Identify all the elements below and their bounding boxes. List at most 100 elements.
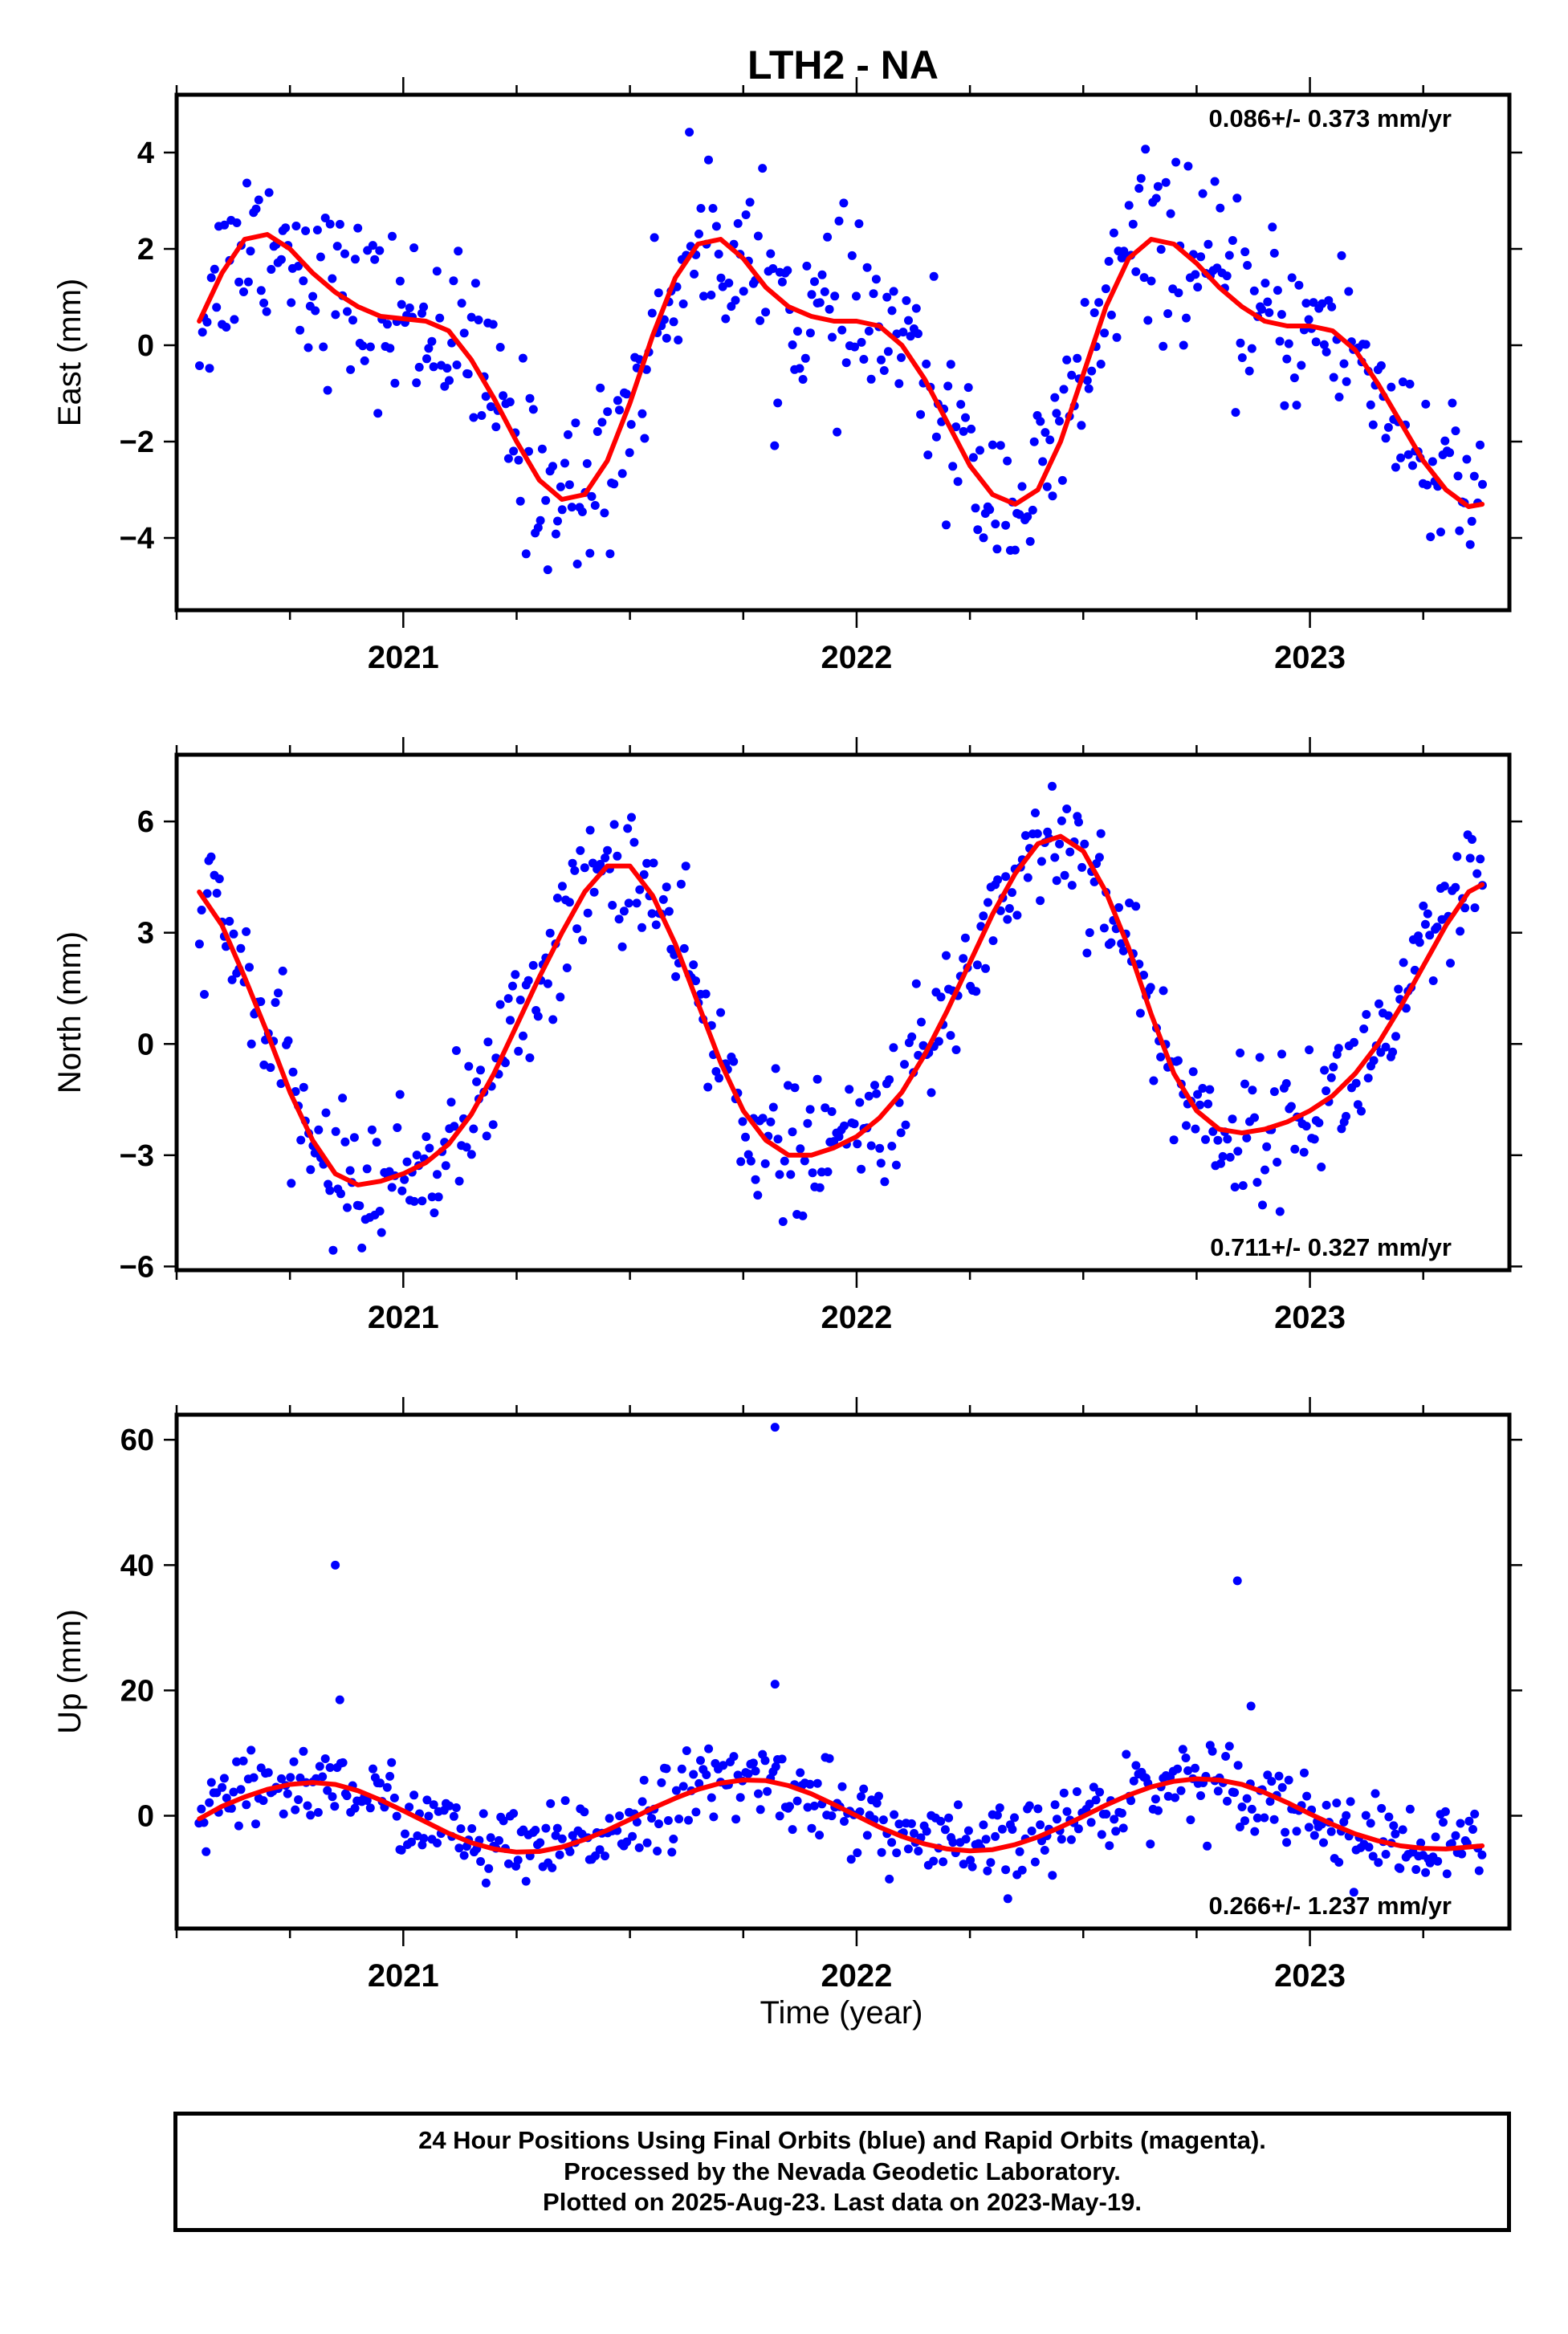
north-data-point [1074, 817, 1083, 827]
north-data-point [1242, 1133, 1252, 1143]
east-data-point [1282, 354, 1292, 364]
east-data-point [429, 362, 438, 372]
north-rate-annotation: 0.711+/- 0.327 mm/yr [1210, 1233, 1452, 1261]
up-data-point [1027, 1827, 1037, 1835]
east-data-point [557, 505, 567, 515]
east-data-point [556, 482, 565, 491]
up-data-point [595, 1845, 605, 1855]
north-data-point [1193, 1090, 1203, 1099]
east-data-point [254, 195, 263, 205]
up-data-point [456, 1824, 466, 1834]
east-data-point [1171, 157, 1181, 167]
east-data-point [1052, 409, 1061, 418]
north-data-point [1451, 882, 1460, 892]
up-data-point [249, 1773, 259, 1782]
east-data-point [761, 308, 771, 317]
up-data-point [906, 1819, 916, 1828]
up-data-point [1036, 1820, 1045, 1830]
north-data-point [1096, 829, 1106, 838]
east-data-point [834, 216, 844, 226]
up-data-point [601, 1851, 609, 1861]
north-data-point [691, 976, 700, 986]
east-data-point [499, 391, 508, 401]
up-data-point [1203, 1841, 1212, 1851]
north-data-point [1452, 852, 1462, 862]
east-data-point [1381, 434, 1391, 443]
north-data-point [212, 889, 222, 898]
east-data-point [857, 337, 866, 347]
up-data-point [992, 1811, 1002, 1820]
east-data-point [1191, 270, 1200, 279]
up-data-point [914, 1847, 923, 1855]
up-data-point [429, 1800, 438, 1810]
north-data-point [454, 1176, 464, 1186]
east-data-point [1421, 399, 1431, 409]
up-data-point [709, 1812, 719, 1822]
up-data-point [748, 1758, 758, 1768]
north-data-point [951, 1045, 961, 1054]
up-data-point [953, 1800, 963, 1810]
east-data-point [770, 441, 780, 450]
up-data-point [1129, 1776, 1138, 1786]
up-data-point [682, 1746, 691, 1755]
east-data-point [1453, 471, 1463, 481]
north-data-point [1446, 959, 1455, 968]
north-data-point [1208, 1126, 1218, 1136]
east-data-point [946, 360, 955, 369]
north-data-point [596, 860, 605, 869]
north-data-point [343, 1203, 352, 1212]
north-data-point [377, 1228, 386, 1237]
up-data-point [385, 1771, 395, 1781]
north-data-point [1363, 1073, 1373, 1083]
north-data-point [896, 1128, 906, 1138]
east-data-point [1269, 248, 1279, 258]
east-data-point [262, 307, 271, 316]
up-outlier-point [770, 1680, 780, 1689]
up-data-point [234, 1821, 243, 1831]
north-data-point [206, 852, 216, 862]
up-data-point [1267, 1777, 1277, 1786]
north-data-point [1159, 986, 1168, 996]
east-data-point [1153, 181, 1163, 191]
east-data-point [1436, 527, 1445, 537]
up-data-point [1302, 1791, 1312, 1801]
north-data-point [780, 1156, 789, 1166]
north-data-point [372, 1138, 381, 1147]
north-data-point [979, 911, 988, 921]
north-data-point [306, 1165, 316, 1175]
up-data-point [1342, 1811, 1351, 1820]
north-data-point [441, 1161, 450, 1171]
up-data-point [424, 1811, 434, 1821]
east-data-point [773, 398, 783, 408]
north-y-tick-label: 3 [137, 917, 154, 951]
north-data-point [400, 1175, 409, 1184]
footer-line-3: Plotted on 2025-Aug-23. Last data on 202… [543, 2188, 1142, 2217]
east-data-point [1297, 360, 1306, 370]
up-data-point [719, 1761, 728, 1770]
up-data-point [632, 1817, 641, 1827]
east-data-point [234, 277, 244, 287]
east-y-tick-label: −4 [120, 522, 154, 556]
north-data-point [393, 1123, 402, 1132]
east-data-point [351, 255, 360, 264]
north-data-point [1169, 1135, 1179, 1145]
up-data-point [763, 1786, 772, 1796]
east-data-point [1398, 377, 1407, 387]
up-data-point [560, 1796, 570, 1806]
east-data-point [1287, 273, 1297, 283]
east-x-tick-label: 2021 [368, 640, 439, 675]
east-data-point [1112, 332, 1122, 342]
east-data-point [850, 342, 859, 352]
east-y-tick-label: 0 [137, 329, 154, 363]
north-data-point [278, 966, 287, 976]
up-data-point [546, 1798, 556, 1808]
north-data-point [614, 914, 624, 924]
north-data-point [552, 894, 562, 902]
east-data-point [419, 302, 429, 312]
east-data-point [390, 378, 400, 388]
up-data-point [222, 1794, 231, 1802]
up-data-point [1456, 1819, 1465, 1828]
east-data-point [560, 458, 569, 468]
up-data-point [702, 1770, 711, 1779]
up-panel: Up (mm) 2021 2022 2023 0 20 40 60 0.266+/- 1.237… [52, 1397, 1522, 1994]
